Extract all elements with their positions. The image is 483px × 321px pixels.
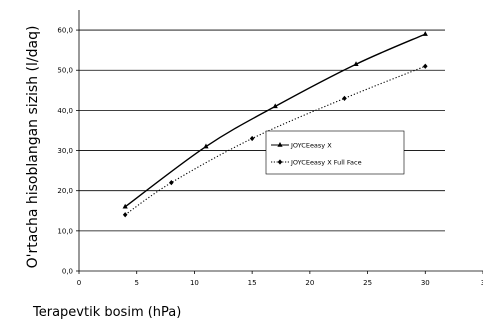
series-line-1 <box>124 33 426 208</box>
gridlines <box>79 29 445 232</box>
data-point-series-2 <box>169 180 174 186</box>
data-point-series-2 <box>342 95 347 101</box>
legend-box <box>265 130 405 175</box>
data-point-series-1 <box>353 61 359 67</box>
data-point-series-1 <box>422 31 428 36</box>
y-tick-label: 40,0 <box>57 107 73 115</box>
x-tick-label: 0 <box>77 279 81 287</box>
x-tick-label: 5 <box>134 279 138 287</box>
y-axis-label: O'rtacha hisoblangan sizish (l/daq) <box>25 26 41 269</box>
y-tick-label: 10,0 <box>57 227 73 235</box>
x-axis-label: Terapevtik bosim (hPa) <box>32 305 181 320</box>
data-point-series-2 <box>122 212 128 218</box>
x-tick-label: 10 <box>190 279 199 287</box>
plot-axes <box>76 10 483 274</box>
y-tick-label: 50,0 <box>57 67 73 75</box>
x-tick-label: 30 <box>421 279 430 287</box>
legend-label-2: JOYCEeasy X Full Face <box>290 158 362 166</box>
legend-marker-1 <box>277 142 283 147</box>
y-tick-label: 30,0 <box>57 147 73 155</box>
data-point-series-2 <box>422 63 428 69</box>
y-tick-label: 60,0 <box>57 27 73 35</box>
x-tick-label: 3 <box>481 279 483 287</box>
x-tick-label: 20 <box>305 279 314 287</box>
y-tick-labels: 0,0 10,0 20,0 30,0 40,0 50,0 60,0 <box>57 27 73 276</box>
data-point-series-2 <box>249 135 255 142</box>
series-line-2 <box>124 65 426 216</box>
x-tick-label: 15 <box>248 279 257 287</box>
series-layer <box>122 31 428 218</box>
y-tick-label: 20,0 <box>57 187 73 195</box>
y-tick-label: 0,0 <box>62 268 73 276</box>
legend-label-1: JOYCEeasy X <box>290 141 332 149</box>
data-point-series-1 <box>122 203 128 209</box>
data-point-series-1 <box>272 103 278 109</box>
data-point-series-1 <box>203 143 209 149</box>
x-tick-label: 25 <box>363 279 372 287</box>
x-tick-labels: 0 5 10 15 20 25 30 3 <box>77 279 483 287</box>
legend: JOYCEeasy X JOYCEeasy X Full Face <box>265 130 405 175</box>
legend-marker-2 <box>277 159 283 165</box>
